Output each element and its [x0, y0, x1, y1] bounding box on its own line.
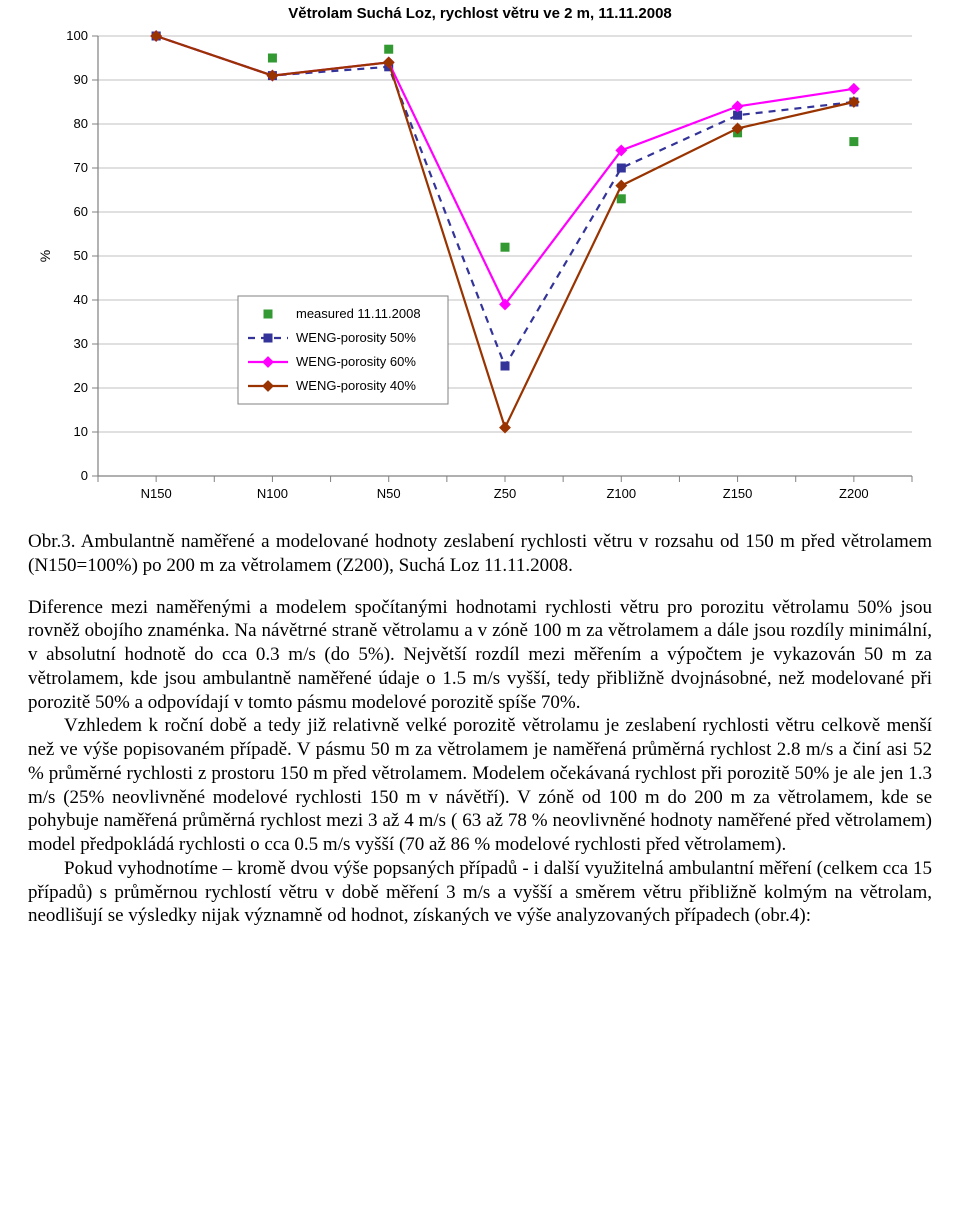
body-paragraph-2: Vzhledem k roční době a tedy již relativ… — [28, 714, 932, 857]
svg-text:10: 10 — [74, 424, 88, 439]
svg-text:Z200: Z200 — [839, 486, 869, 501]
svg-text:WENG-porosity 50%: WENG-porosity 50% — [296, 330, 416, 345]
svg-text:Z100: Z100 — [606, 486, 636, 501]
svg-text:N100: N100 — [257, 486, 288, 501]
figure-caption: Obr.3. Ambulantně naměřené a modelované … — [28, 530, 932, 578]
svg-text:60: 60 — [74, 204, 88, 219]
svg-text:Z50: Z50 — [494, 486, 516, 501]
svg-text:50: 50 — [74, 248, 88, 263]
svg-text:20: 20 — [74, 380, 88, 395]
svg-text:0: 0 — [81, 468, 88, 483]
body-paragraph-1: Diference mezi naměřenými a modelem spoč… — [28, 596, 932, 715]
svg-text:Z150: Z150 — [723, 486, 753, 501]
svg-text:N150: N150 — [141, 486, 172, 501]
svg-text:30: 30 — [74, 336, 88, 351]
chart-container: Větrolam Suchá Loz, rychlost větru ve 2 … — [28, 0, 932, 520]
svg-text:90: 90 — [74, 72, 88, 87]
svg-text:80: 80 — [74, 116, 88, 131]
svg-text:WENG-porosity 60%: WENG-porosity 60% — [296, 354, 416, 369]
svg-text:40: 40 — [74, 292, 88, 307]
svg-text:measured 11.11.2008: measured 11.11.2008 — [296, 306, 421, 321]
svg-text:Větrolam Suchá Loz, rychlost v: Větrolam Suchá Loz, rychlost větru ve 2 … — [288, 5, 672, 22]
svg-text:100: 100 — [66, 28, 88, 43]
svg-text:70: 70 — [74, 160, 88, 175]
svg-text:WENG-porosity 40%: WENG-porosity 40% — [296, 378, 416, 393]
svg-text:%: % — [37, 250, 53, 262]
svg-text:N50: N50 — [377, 486, 401, 501]
body-paragraph-3: Pokud vyhodnotíme – kromě dvou výše pops… — [28, 857, 932, 928]
wind-speed-line-chart: Větrolam Suchá Loz, rychlost větru ve 2 … — [28, 0, 932, 520]
